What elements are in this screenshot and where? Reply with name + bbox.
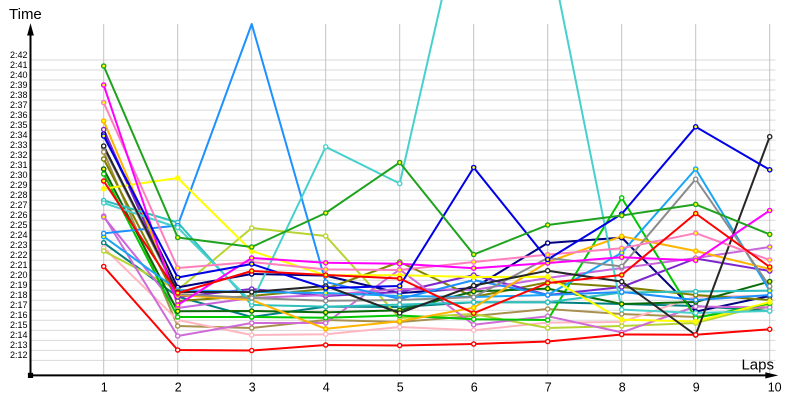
svg-text:2:14: 2:14 [10, 330, 28, 340]
svg-text:3: 3 [249, 381, 256, 395]
svg-text:2:40: 2:40 [10, 70, 28, 80]
svg-text:2:18: 2:18 [10, 290, 28, 300]
svg-text:2:12: 2:12 [10, 350, 28, 360]
svg-text:2:37: 2:37 [10, 100, 28, 110]
svg-text:5: 5 [397, 381, 404, 395]
svg-text:2:21: 2:21 [10, 260, 28, 270]
svg-text:2:36: 2:36 [10, 110, 28, 120]
svg-text:6: 6 [471, 381, 478, 395]
svg-text:9: 9 [693, 381, 700, 395]
svg-text:4: 4 [323, 381, 330, 395]
svg-text:2:30: 2:30 [10, 170, 28, 180]
svg-text:2:23: 2:23 [10, 240, 28, 250]
svg-text:2:20: 2:20 [10, 270, 28, 280]
svg-text:2: 2 [175, 381, 182, 395]
svg-text:2:34: 2:34 [10, 130, 28, 140]
svg-text:10: 10 [768, 381, 782, 395]
svg-text:2:41: 2:41 [10, 60, 28, 70]
svg-text:2:24: 2:24 [10, 230, 28, 240]
svg-text:Time: Time [9, 6, 42, 23]
svg-text:1: 1 [101, 381, 108, 395]
svg-text:2:25: 2:25 [10, 220, 28, 230]
svg-text:2:27: 2:27 [10, 200, 28, 210]
svg-text:2:42: 2:42 [10, 50, 28, 60]
svg-text:2:13: 2:13 [10, 340, 28, 350]
svg-text:7: 7 [545, 381, 552, 395]
svg-text:2:31: 2:31 [10, 160, 28, 170]
svg-text:2:39: 2:39 [10, 80, 28, 90]
svg-text:2:33: 2:33 [10, 140, 28, 150]
svg-text:8: 8 [619, 381, 626, 395]
svg-text:2:28: 2:28 [10, 190, 28, 200]
svg-text:2:15: 2:15 [10, 320, 28, 330]
svg-text:2:26: 2:26 [10, 210, 28, 220]
svg-text:2:17: 2:17 [10, 300, 28, 310]
svg-text:2:16: 2:16 [10, 310, 28, 320]
svg-text:2:38: 2:38 [10, 90, 28, 100]
svg-text:2:32: 2:32 [10, 150, 28, 160]
svg-text:Laps: Laps [741, 357, 774, 374]
svg-text:2:19: 2:19 [10, 280, 28, 290]
svg-text:2:35: 2:35 [10, 120, 28, 130]
svg-text:2:29: 2:29 [10, 180, 28, 190]
svg-text:2:22: 2:22 [10, 250, 28, 260]
